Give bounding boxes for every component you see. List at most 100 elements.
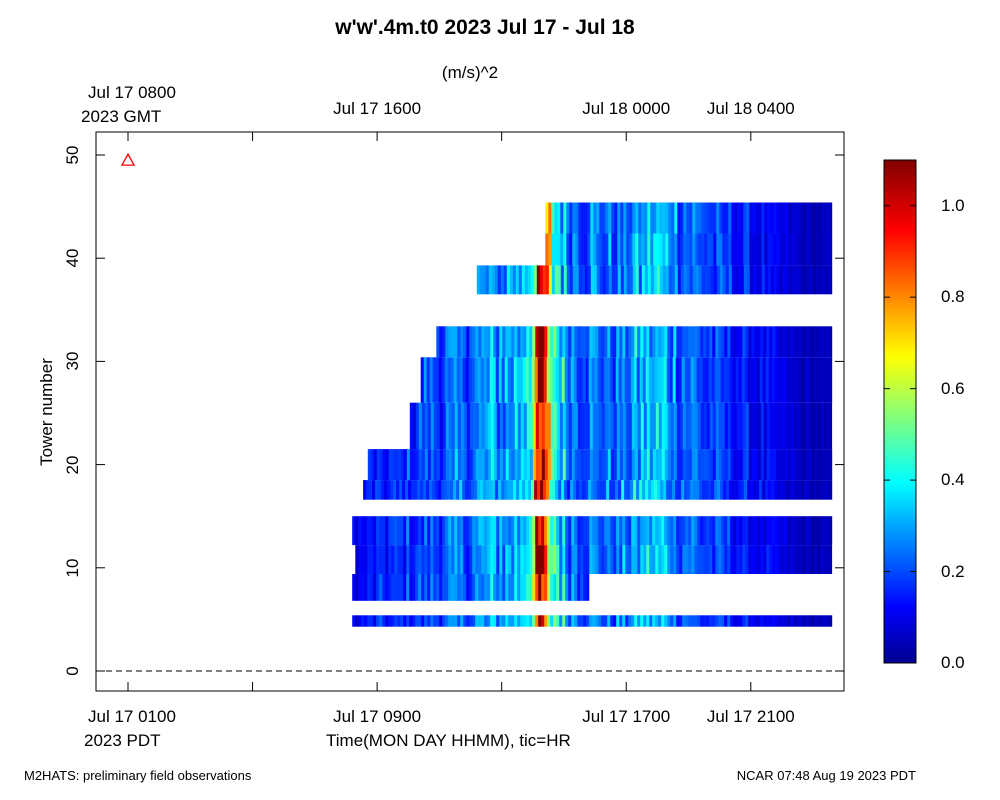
- heatmap-cell: [700, 545, 704, 574]
- heatmap-cell: [816, 480, 820, 500]
- heatmap-cell: [539, 265, 544, 295]
- heatmap-cell: [805, 449, 810, 481]
- heatmap-cell: [602, 202, 606, 234]
- heatmap-cell: [673, 326, 677, 358]
- heatmap-cell: [496, 449, 501, 481]
- heatmap-cell: [730, 326, 734, 358]
- heatmap-cell: [766, 449, 771, 481]
- heatmap-cell: [442, 545, 446, 574]
- heatmap-cell: [471, 480, 475, 500]
- heatmap-cell: [544, 574, 548, 601]
- heatmap-cell: [469, 615, 473, 627]
- heatmap-cell: [712, 326, 716, 358]
- heatmap-cell: [728, 233, 732, 266]
- heatmap-cell: [800, 233, 804, 266]
- heatmap-cell: [373, 574, 377, 601]
- heatmap-cell: [625, 516, 629, 546]
- heatmap-cell: [772, 449, 777, 481]
- heatmap-cell: [418, 545, 422, 574]
- heatmap-cell: [750, 480, 754, 500]
- heatmap-cell: [424, 545, 428, 574]
- heatmap-cell: [700, 402, 705, 450]
- heatmap-cell: [809, 265, 814, 295]
- heatmap-cell: [717, 480, 721, 500]
- heatmap-cell: [781, 545, 785, 574]
- heatmap-cell: [604, 615, 608, 627]
- heatmap-cell: [512, 265, 517, 295]
- heatmap-cell: [712, 402, 717, 450]
- heatmap-cell: [418, 516, 422, 546]
- heatmap-cell: [545, 265, 550, 295]
- heatmap-cell: [766, 326, 770, 358]
- heatmap-cell: [631, 402, 636, 450]
- heatmap-cell: [572, 202, 576, 234]
- heatmap-cell: [466, 516, 470, 546]
- heatmap-cell: [460, 545, 464, 574]
- heatmap-cell: [373, 516, 377, 546]
- heatmap-cell: [586, 516, 590, 546]
- heatmap-cell: [659, 233, 663, 266]
- heatmap-cell: [623, 265, 628, 295]
- heatmap-cell: [584, 202, 588, 234]
- heatmap-cell: [559, 516, 563, 546]
- heatmap-cell: [457, 449, 462, 481]
- heatmap-cell: [391, 545, 395, 574]
- heatmap-cell: [805, 326, 809, 358]
- heatmap-cell: [760, 615, 764, 627]
- heatmap-cell: [460, 402, 465, 450]
- heatmap-cell: [645, 480, 649, 500]
- heatmap-cell: [771, 357, 776, 403]
- heatmap-cell: [633, 480, 637, 500]
- heatmap-cell: [505, 615, 509, 627]
- heatmap-cell: [540, 480, 544, 500]
- heatmap-cell: [619, 402, 624, 450]
- heatmap-cell: [561, 480, 565, 500]
- heatmap-cell: [619, 449, 624, 481]
- heatmap-cell: [595, 449, 600, 481]
- heatmap-cell: [607, 516, 611, 546]
- heatmap-cell: [770, 233, 774, 266]
- heatmap-cell: [556, 449, 561, 481]
- heatmap-cell: [508, 326, 512, 358]
- heatmap-cell: [430, 574, 434, 601]
- heatmap-cell: [544, 545, 548, 574]
- heatmap-cell: [806, 233, 810, 266]
- heatmap-cell: [722, 265, 727, 295]
- colorbar-tick-label: 0.8: [941, 287, 965, 307]
- heatmap-cell: [520, 449, 525, 481]
- heatmap-cell: [463, 574, 467, 601]
- heatmap-cell: [460, 574, 464, 601]
- heatmap-cell: [541, 574, 545, 601]
- heatmap-cell: [670, 516, 674, 546]
- heatmap-cell: [644, 265, 649, 295]
- heatmap-cell: [612, 357, 617, 403]
- heatmap-cell: [557, 202, 561, 234]
- heatmap-cell: [439, 516, 443, 546]
- heatmap-cell: [715, 516, 719, 546]
- heatmap-cell: [565, 545, 569, 574]
- heatmap-cell: [697, 545, 701, 574]
- heatmap-cell: [450, 480, 454, 500]
- heatmap-cell: [823, 402, 828, 450]
- heatmap-cell: [556, 574, 560, 601]
- heatmap-cell: [805, 402, 810, 450]
- heatmap-cell: [725, 202, 729, 234]
- heatmap-cell: [568, 402, 573, 450]
- heatmap-cell: [538, 574, 542, 601]
- heatmap-cell: [596, 265, 601, 295]
- heatmap-cell: [376, 615, 380, 627]
- heatmap-cell: [703, 326, 707, 358]
- heatmap-cell: [808, 402, 813, 450]
- heatmap-cell: [568, 516, 572, 546]
- heatmap-cell: [382, 516, 386, 546]
- heatmap-cell: [565, 516, 569, 546]
- heatmap-cell: [602, 233, 606, 266]
- heatmap-cell: [661, 516, 665, 546]
- heatmap-cell: [502, 615, 506, 627]
- heatmap-cell: [522, 357, 527, 403]
- heatmap-cell: [499, 516, 503, 546]
- heatmap-cell: [679, 516, 683, 546]
- heatmap-cell: [468, 480, 472, 500]
- heatmap-cell: [646, 449, 651, 481]
- heatmap-cell: [373, 545, 377, 574]
